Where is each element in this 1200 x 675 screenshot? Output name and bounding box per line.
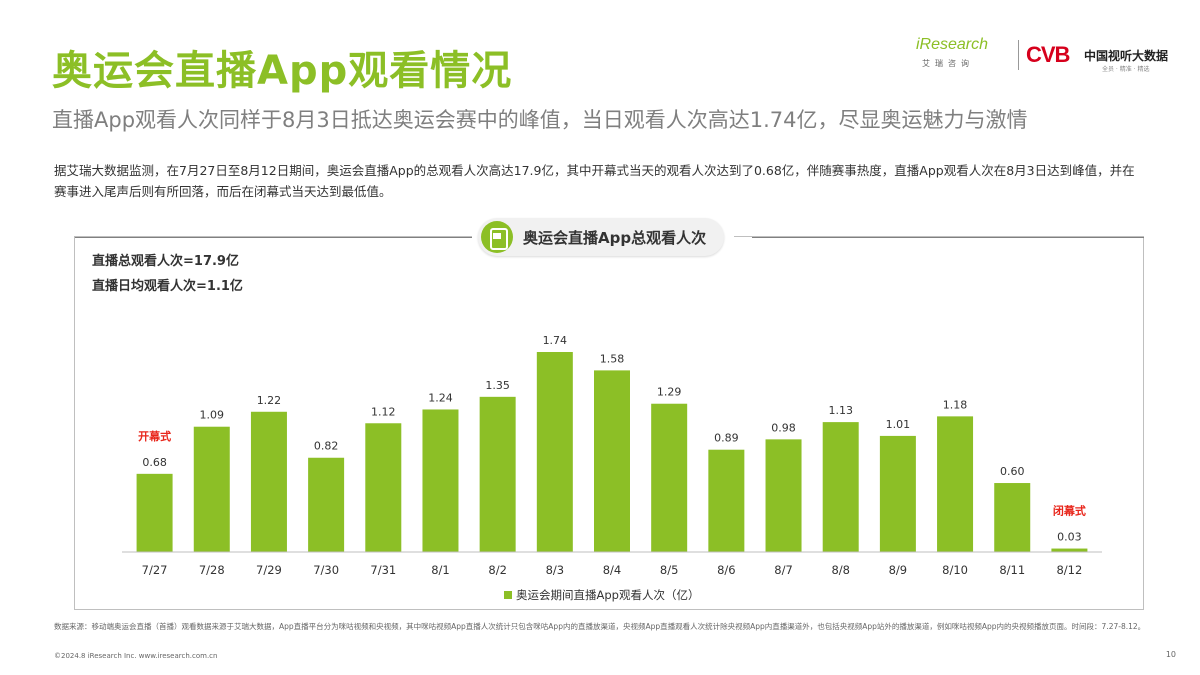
data-label-8/7: 0.98 bbox=[771, 421, 796, 434]
bar-8/1 bbox=[422, 409, 459, 552]
data-label-8/10: 1.18 bbox=[943, 398, 968, 411]
x-tick-8/3: 8/3 bbox=[546, 563, 565, 577]
stat-total-views: 直播总观看人次=17.9亿 bbox=[92, 254, 239, 269]
annotation-7/27: 开幕式 bbox=[138, 429, 171, 443]
x-tick-8/9: 8/9 bbox=[889, 563, 908, 577]
x-tick-7/31: 7/31 bbox=[370, 563, 396, 577]
bar-7/30 bbox=[308, 457, 345, 552]
cvb-logo: CVB bbox=[1026, 42, 1070, 67]
x-tick-8/6: 8/6 bbox=[717, 563, 736, 577]
data-label-7/29: 1.22 bbox=[257, 394, 282, 407]
bar-7/28 bbox=[193, 426, 230, 552]
iresearch-logo-cn: 艾瑞咨询 bbox=[922, 59, 974, 68]
page-number: 10 bbox=[1165, 650, 1176, 659]
annotation-8/12: 闭幕式 bbox=[1053, 504, 1086, 518]
x-tick-7/29: 7/29 bbox=[256, 563, 282, 577]
data-label-7/28: 1.09 bbox=[200, 409, 225, 422]
iresearch-logo: iResearch bbox=[916, 36, 989, 53]
x-tick-8/12: 8/12 bbox=[1056, 563, 1082, 577]
x-tick-8/4: 8/4 bbox=[603, 563, 622, 577]
data-label-7/27: 0.68 bbox=[142, 456, 167, 469]
x-tick-7/27: 7/27 bbox=[142, 563, 168, 577]
bar-7/29 bbox=[250, 411, 287, 552]
x-tick-7/28: 7/28 bbox=[199, 563, 225, 577]
mobile-phone-icon bbox=[481, 221, 513, 253]
data-label-8/8: 1.13 bbox=[828, 404, 853, 417]
bar-8/8 bbox=[822, 422, 859, 552]
data-label-7/30: 0.82 bbox=[314, 440, 339, 453]
bar-8/2 bbox=[479, 396, 516, 552]
data-label-8/5: 1.29 bbox=[657, 386, 682, 399]
bar-8/10 bbox=[937, 416, 974, 552]
x-tick-8/7: 8/7 bbox=[774, 563, 793, 577]
page-title: 奥运会直播App观看情况 bbox=[52, 48, 513, 94]
x-tick-8/1: 8/1 bbox=[431, 563, 450, 577]
data-label-7/31: 1.12 bbox=[371, 405, 396, 418]
legend-swatch bbox=[504, 591, 512, 599]
data-label-8/4: 1.58 bbox=[600, 352, 625, 365]
bar-8/5 bbox=[651, 403, 688, 552]
x-tick-8/8: 8/8 bbox=[831, 563, 850, 577]
data-label-8/2: 1.35 bbox=[485, 379, 510, 392]
bar-8/4 bbox=[594, 370, 630, 552]
cvb-tagline: 全员 · 精准 · 精选 bbox=[1102, 66, 1150, 73]
x-tick-8/2: 8/2 bbox=[488, 563, 507, 577]
logo-area: iResearch 艾瑞咨询 CVB 中国视听大数据 全员 · 精准 · 精选 bbox=[916, 34, 1196, 82]
logo-divider bbox=[1018, 40, 1019, 70]
chart-title-rule-right bbox=[752, 237, 1144, 238]
copyright: ©2024.8 iResearch Inc. www.iresearch.com… bbox=[54, 652, 218, 660]
bar-8/3 bbox=[536, 352, 573, 552]
chart-title: 奥运会直播App总观看人次 bbox=[523, 228, 707, 247]
cvb-logo-cn: 中国视听大数据 bbox=[1084, 49, 1169, 63]
x-tick-8/5: 8/5 bbox=[660, 563, 679, 577]
bar-7/27 bbox=[136, 473, 173, 552]
x-tick-7/30: 7/30 bbox=[313, 563, 339, 577]
data-label-8/12: 0.03 bbox=[1057, 531, 1082, 544]
chart-title-rule-left bbox=[75, 237, 473, 238]
data-label-8/1: 1.24 bbox=[428, 391, 453, 404]
bar-8/7 bbox=[765, 439, 802, 552]
bar-7/31 bbox=[365, 423, 402, 552]
x-tick-8/11: 8/11 bbox=[999, 563, 1025, 577]
chart-title-badge: 奥运会直播App总观看人次 bbox=[472, 218, 735, 256]
bar-8/12 bbox=[1051, 548, 1088, 552]
bar-8/6 bbox=[708, 449, 745, 552]
x-tick-8/10: 8/10 bbox=[942, 563, 968, 577]
legend-label: 奥运会期间直播App观看人次（亿） bbox=[516, 588, 699, 602]
data-label-8/11: 0.60 bbox=[1000, 465, 1025, 478]
data-label-8/6: 0.89 bbox=[714, 432, 739, 445]
page-subtitle: 直播App观看人次同样于8月3日抵达奥运会赛中的峰值，当日观看人次高达1.74亿… bbox=[52, 108, 1028, 132]
bar-8/11 bbox=[994, 483, 1031, 552]
data-source-note: 数据来源：移动端奥运会直播（首播）观看数据来源于艾瑞大数据，App直播平台分为咪… bbox=[54, 622, 1146, 631]
description-text: 据艾瑞大数据监测，在7月27日至8月12日期间，奥运会直播App的总观看人次高达… bbox=[54, 163, 1135, 199]
data-label-8/3: 1.74 bbox=[543, 334, 568, 347]
data-label-8/9: 1.01 bbox=[886, 418, 911, 431]
bar-8/9 bbox=[879, 435, 916, 552]
stat-daily-average: 直播日均观看人次=1.1亿 bbox=[92, 279, 243, 294]
